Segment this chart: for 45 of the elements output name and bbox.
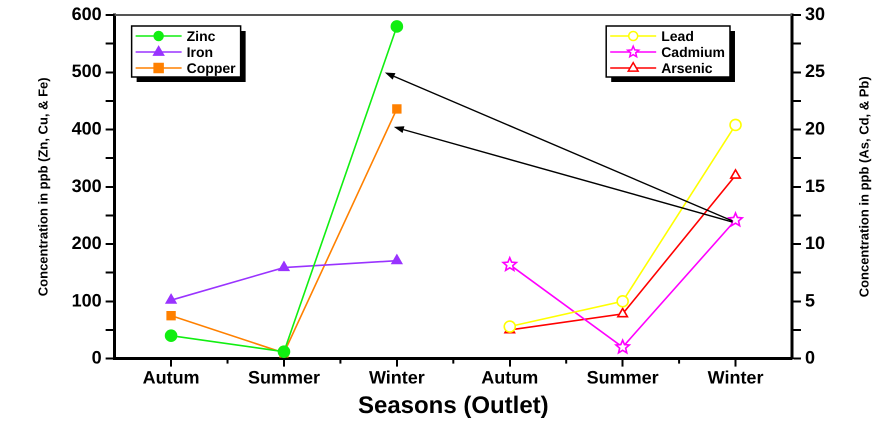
point	[616, 295, 629, 308]
legend-label: Zinc	[186, 28, 216, 44]
point	[391, 254, 402, 264]
point	[278, 261, 290, 272]
y2-tick-label: 30	[804, 4, 826, 24]
y-tick-label: 100	[72, 290, 102, 310]
legend-label: Iron	[186, 44, 214, 60]
x-tick-label: Summer	[248, 367, 320, 388]
point	[730, 169, 742, 179]
point	[164, 329, 178, 342]
y-tick-label: 500	[72, 61, 102, 82]
legend-label: Cadmium	[661, 44, 725, 60]
point	[392, 104, 402, 114]
y2-tick-label: 25	[804, 61, 826, 82]
point	[166, 294, 177, 304]
point	[729, 118, 742, 132]
point	[617, 308, 628, 318]
point	[166, 310, 176, 320]
y2-tick-label: 0	[804, 348, 815, 368]
x-tick-label: Summer	[586, 367, 659, 388]
x-axis-title: Seasons (Outlet)	[358, 392, 549, 420]
legend-label: Lead	[661, 28, 694, 44]
x-tick-label: Winter	[368, 367, 425, 388]
point	[728, 212, 743, 226]
y-tick-label: 0	[92, 348, 102, 368]
y2-axis-title: Concentration in ppb (As, Cd, & Pb)	[856, 76, 872, 298]
point	[278, 345, 290, 358]
legend-label: Copper	[186, 60, 236, 76]
y-axis-title: Concentration in ppb (Zn, Cu, & Fe)	[35, 77, 50, 296]
y-tick-label: 400	[72, 118, 102, 138]
point	[502, 256, 518, 272]
y-tick-label: 200	[72, 233, 102, 254]
x-tick-label: Autum	[142, 367, 200, 388]
x-tick-label: Winter	[708, 367, 764, 388]
y2-tick-label: 10	[804, 233, 826, 254]
x-tick-label: Autum	[481, 367, 538, 388]
y-tick-label: 300	[72, 176, 102, 196]
y2-tick-label: 5	[804, 290, 815, 310]
point	[390, 20, 404, 33]
y2-tick-label: 20	[804, 118, 826, 138]
legend-label: Arsenic	[661, 60, 713, 76]
y-tick-label: 600	[72, 4, 102, 24]
point	[615, 339, 630, 354]
point	[503, 320, 516, 333]
y2-tick-label: 15	[804, 176, 826, 196]
